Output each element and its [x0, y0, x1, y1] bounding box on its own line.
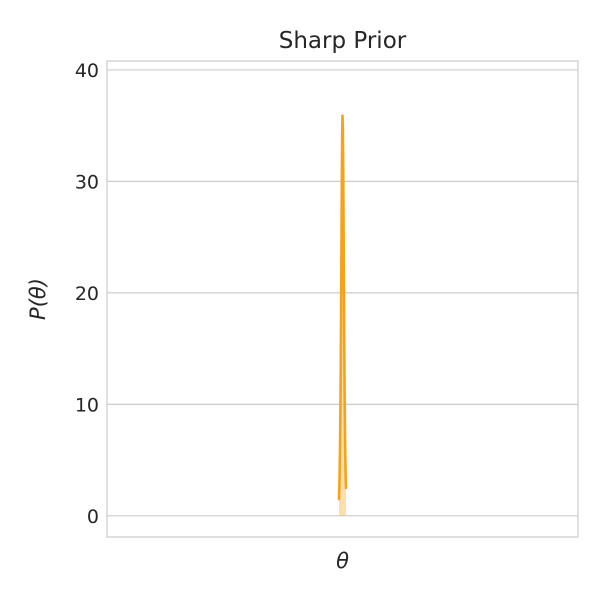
y-tick-label: 40 — [75, 60, 99, 82]
x-axis-label: θ — [336, 549, 349, 573]
chart-title: Sharp Prior — [279, 28, 407, 54]
plot-frame — [106, 60, 579, 538]
y-tick-label: 10 — [75, 394, 99, 416]
y-tick-label: 30 — [75, 171, 99, 193]
y-tick-label: 20 — [75, 283, 99, 305]
y-tick-label: 0 — [87, 506, 99, 528]
y-tick-labels: 0 10 20 30 40 — [75, 60, 99, 528]
y-axis-label: P(θ) — [26, 278, 50, 320]
series-layer — [337, 114, 348, 501]
